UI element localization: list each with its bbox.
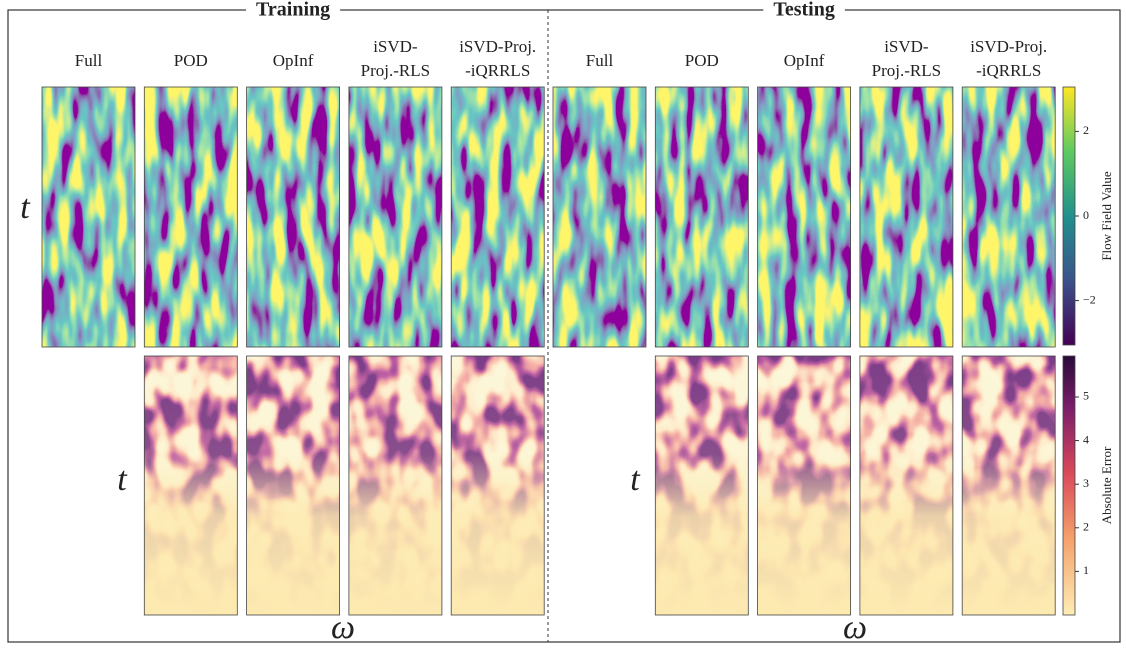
flow-panel [246,87,340,347]
colorbar-label: Flow Field Value [1099,171,1114,261]
colorbar-tick-label: 0 [1083,208,1089,222]
flow-panel [962,87,1056,347]
error-fade [655,356,749,615]
section-title: Training [256,0,330,21]
flow-panel [451,87,545,347]
colorbar [1062,86,1076,346]
flow-panel [144,87,238,347]
axis-label: t [630,461,641,498]
panel-border [757,86,851,348]
panel-border [654,355,749,616]
colorbar-tick-label: 2 [1083,123,1089,137]
column-label: Full [75,51,103,70]
axis-label: t [20,189,31,226]
panel-border [143,355,238,616]
panel-border [961,86,1056,348]
section-title: Testing [773,0,835,21]
column-label: POD [685,51,719,70]
frame [7,9,1121,643]
column-label: POD [174,51,208,70]
error-fade [348,356,442,615]
colorbar-tick-label: 3 [1083,476,1089,490]
column-label: Proj.-RLS [361,61,430,80]
column-label: Proj.-RLS [872,61,941,80]
flow-panel [655,87,749,347]
column-label: -iQRRLS [976,61,1041,80]
error-fade [246,356,340,615]
title-bg [246,0,341,22]
error-fade [757,356,851,615]
colorbar [1062,355,1076,616]
panel-border [143,86,238,348]
colorbar-tick-label: 4 [1083,432,1089,446]
flow-panel [859,87,953,347]
column-label: Full [586,51,614,70]
panel-border [348,355,443,616]
column-label: -iQRRLS [465,61,530,80]
panel-border [552,86,647,348]
flow-panel [42,87,135,347]
error-fade [962,356,1056,615]
axis-label: t [117,461,128,498]
flow-panel [757,87,851,347]
panel-border [859,86,954,348]
column-label: iSVD- [884,37,929,56]
column-label: OpInf [273,51,314,70]
colorbar-label: Absolute Error [1099,446,1114,524]
column-label: iSVD-Proj. [970,37,1047,56]
panel-border [961,355,1056,616]
column-label: iSVD-Proj. [459,37,536,56]
colorbar-tick-label: 1 [1083,563,1089,577]
panel-border [757,355,851,616]
panel-border [450,355,545,616]
colorbar-tick-label: 5 [1083,389,1089,403]
panel-border [348,86,443,348]
title-bg [763,0,845,22]
flow-panel [348,87,442,347]
panel-border [859,355,954,616]
flow-panel [553,87,646,347]
panel-border [41,86,136,348]
axis-label: ω [331,609,355,646]
panel-border [246,86,341,348]
colorbar-tick-label: 2 [1083,520,1089,534]
error-fade [859,356,953,615]
column-label: OpInf [784,51,825,70]
panel-border [246,355,341,616]
axis-label: ω [843,609,867,646]
colorbar-tick-label: −2 [1083,292,1096,306]
panel-border [654,86,749,348]
error-fade [451,356,545,615]
error-fade [144,356,238,615]
panel-border [450,86,545,348]
column-label: iSVD- [373,37,418,56]
